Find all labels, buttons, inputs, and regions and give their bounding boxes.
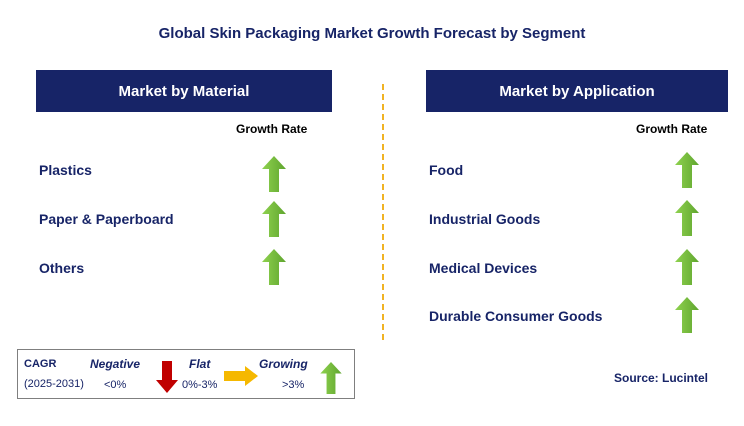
application-item-durable-consumer-goods: Durable Consumer Goods xyxy=(429,308,603,324)
application-item-industrial-goods: Industrial Goods xyxy=(429,211,541,227)
right-arrow-icon xyxy=(224,366,258,386)
application-item-food: Food xyxy=(429,162,464,178)
up-arrow-icon xyxy=(675,200,699,236)
material-growth-rate-label: Growth Rate xyxy=(236,122,308,136)
material-item-plastics: Plastics xyxy=(39,162,92,178)
material-panel-header: Market by Material xyxy=(36,70,332,112)
up-arrow-icon xyxy=(262,249,286,285)
legend-growing-range: >3% xyxy=(282,379,305,391)
legend-period: (2025-2031) xyxy=(24,378,84,390)
legend-flat-label: Flat xyxy=(189,357,211,371)
material-item-others: Others xyxy=(39,260,85,276)
legend-negative-label: Negative xyxy=(90,357,141,371)
application-growth-rate-label: Growth Rate xyxy=(636,122,708,136)
legend-cagr-label: CAGR xyxy=(24,358,57,370)
cagr-legend: CAGR (2025-2031) Negative <0% Flat 0%-3%… xyxy=(17,349,355,399)
up-arrow-icon xyxy=(675,152,699,188)
up-arrow-icon xyxy=(262,156,286,192)
up-arrow-icon xyxy=(262,201,286,237)
up-arrow-icon xyxy=(675,297,699,333)
down-arrow-icon xyxy=(156,361,178,393)
material-item-paper-paperboard: Paper & Paperboard xyxy=(39,211,174,227)
source-note: Source: Lucintel xyxy=(614,371,709,385)
up-arrow-icon xyxy=(320,362,342,394)
legend-growing-label: Growing xyxy=(259,357,308,371)
application-panel-header: Market by Application xyxy=(426,70,728,112)
chart-title: Global Skin Packaging Market Growth Fore… xyxy=(158,25,586,42)
application-item-medical-devices: Medical Devices xyxy=(429,260,538,276)
up-arrow-icon xyxy=(675,249,699,285)
legend-flat-range: 0%-3% xyxy=(182,379,218,391)
panel-divider xyxy=(382,84,384,340)
legend-negative-range: <0% xyxy=(104,379,127,391)
